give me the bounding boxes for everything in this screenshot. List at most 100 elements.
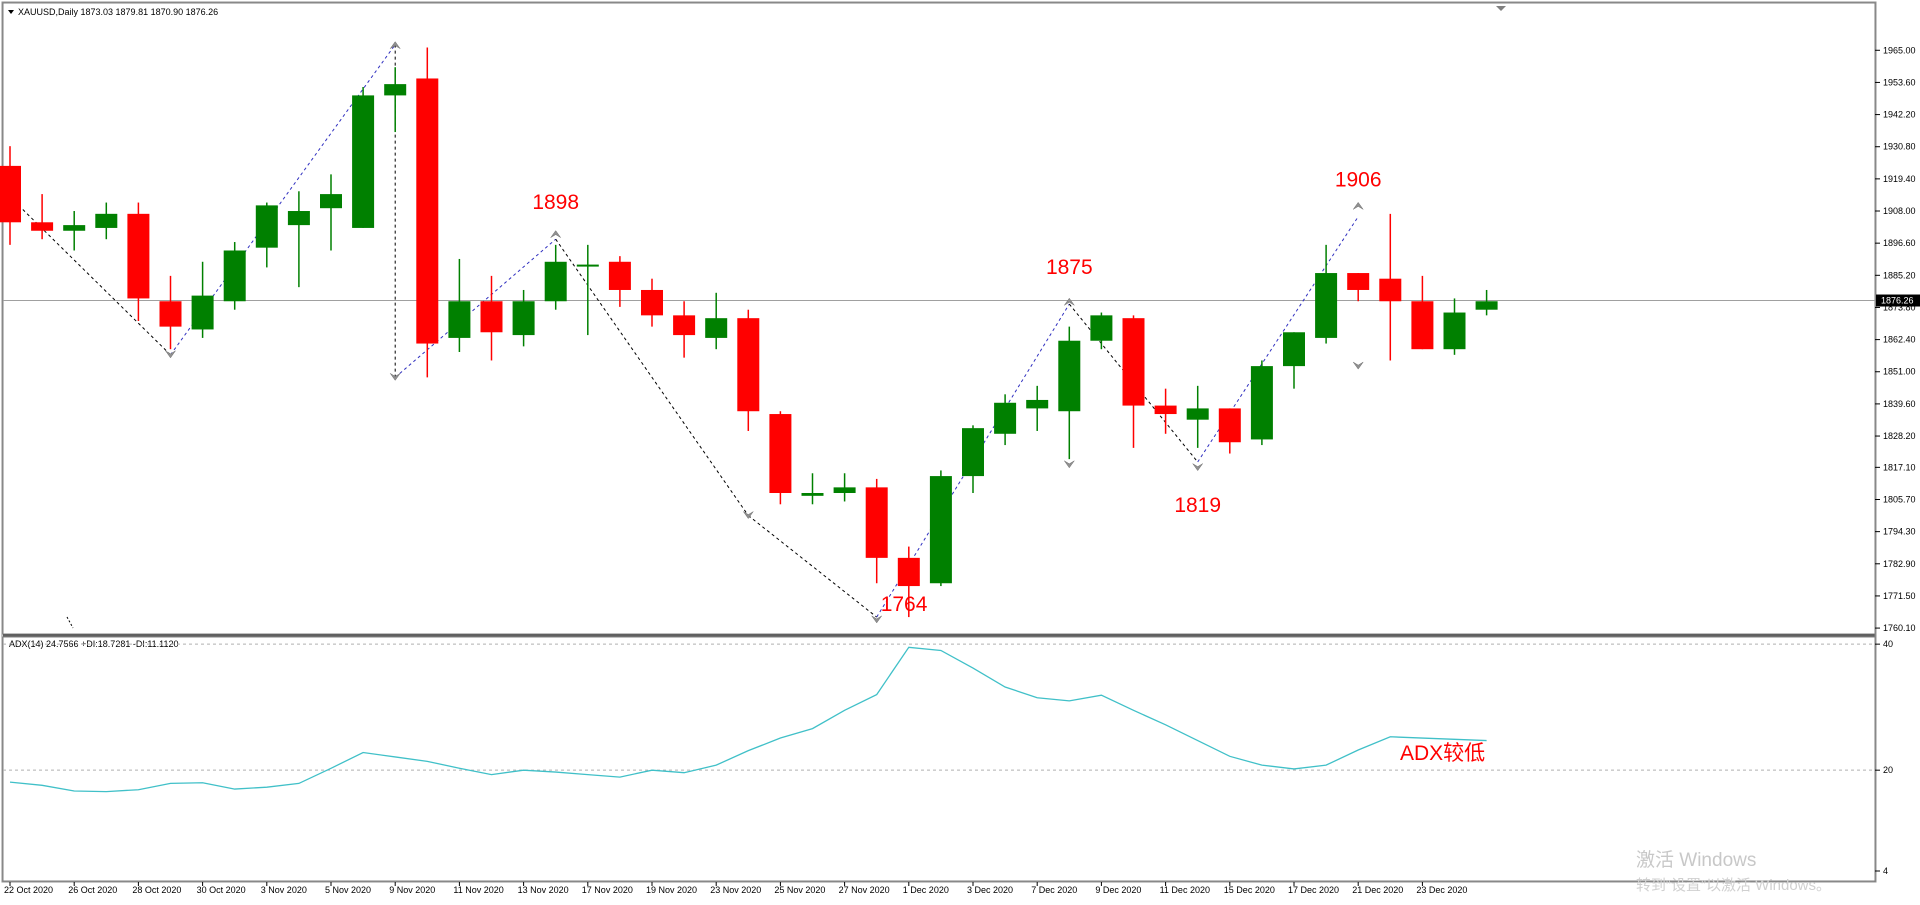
candle-body: [63, 225, 86, 231]
pane-splitter[interactable]: [3, 634, 1875, 637]
adx-pane-content: 40 20 4 ADX较低: [3, 639, 1893, 876]
candle-body: [0, 165, 21, 223]
candle: [801, 473, 824, 505]
candle: [223, 242, 246, 310]
price-tick-label: 1851.00: [1883, 367, 1916, 377]
candle: [1443, 298, 1466, 355]
zigzag-segment: [394, 238, 557, 378]
candle-body: [480, 301, 503, 333]
candle: [384, 67, 407, 133]
dropdown-triangle-icon[interactable]: [8, 10, 14, 14]
candle-body: [1347, 273, 1370, 290]
swing-low-arrow-icon: [743, 511, 754, 519]
candle-body: [544, 261, 567, 302]
candle-body: [287, 211, 310, 226]
price-tick-label: 1828.20: [1883, 431, 1916, 441]
candle-body: [833, 487, 856, 494]
candle: [897, 546, 920, 618]
adx-tick-label: 40: [1883, 639, 1893, 649]
current-price-line: 1876.26: [3, 294, 1920, 307]
price-tick-label: 1873.80: [1883, 302, 1916, 312]
candle: [1058, 326, 1081, 460]
time-tick-label: 13 Nov 2020: [518, 885, 569, 895]
adx-annotation: ADX较低: [1400, 742, 1485, 765]
candle-body: [673, 315, 696, 336]
price-annotation: 1819: [1174, 494, 1221, 517]
price-tick-label: 1919.40: [1883, 174, 1916, 184]
candle: [191, 261, 214, 338]
candle: [737, 309, 760, 431]
time-tick-label: 25 Nov 2020: [774, 885, 825, 895]
price-annotation: 1898: [532, 191, 579, 214]
candle: [31, 194, 54, 240]
candle-body: [705, 318, 728, 338]
candle: [512, 289, 535, 347]
candle: [929, 470, 952, 587]
candle-body: [95, 213, 118, 228]
candle-body: [1283, 332, 1305, 367]
time-tick-label: 27 Nov 2020: [839, 885, 890, 895]
time-tick-label: 3 Dec 2020: [967, 885, 1013, 895]
swing-low-arrow-icon: [1352, 361, 1364, 370]
time-tick-label: 7 Dec 2020: [1031, 885, 1077, 895]
candle-body: [352, 95, 375, 228]
time-tick-label: 17 Nov 2020: [582, 885, 633, 895]
shift-marker-icon[interactable]: [1496, 6, 1506, 11]
time-tick-label: 1 Dec 2020: [903, 885, 949, 895]
candle: [673, 301, 696, 358]
adx-tick-label: 20: [1883, 765, 1893, 775]
candle-body: [1058, 340, 1081, 412]
candle-body: [1250, 366, 1273, 440]
candle-body: [1218, 408, 1241, 443]
time-tick-label: 22 Oct 2020: [4, 885, 53, 895]
candle: [1315, 244, 1338, 344]
price-annotation: 1906: [1335, 169, 1382, 192]
candle-body: [416, 78, 439, 344]
time-tick-label: 23 Nov 2020: [710, 885, 761, 895]
candle: [962, 425, 984, 494]
candle: [287, 191, 310, 288]
price-tick-label: 1862.40: [1883, 335, 1916, 345]
candle: [480, 275, 503, 361]
candle: [1250, 360, 1273, 446]
time-tick-label: 9 Dec 2020: [1095, 885, 1141, 895]
swing-low-arrow-icon: [871, 615, 882, 624]
price-tick-label: 1930.80: [1883, 142, 1916, 152]
current-price-label: 1876.26: [1881, 296, 1914, 306]
time-tick-label: 17 Dec 2020: [1288, 885, 1339, 895]
price-tick-label: 1942.20: [1883, 110, 1916, 120]
candle: [159, 275, 182, 350]
candle: [1026, 385, 1049, 431]
candle: [865, 478, 888, 584]
watermark-line2: 转到“设置”以激活 Windows。: [1636, 877, 1831, 894]
time-tick-label: 26 Oct 2020: [68, 885, 117, 895]
candle-body: [1315, 273, 1338, 338]
candle: [1347, 273, 1370, 302]
candle-body: [737, 318, 760, 412]
price-tick-label: 1839.60: [1883, 399, 1916, 409]
swing-high-arrow-icon: [1064, 297, 1075, 306]
candle: [994, 394, 1017, 446]
swing-high-arrow-icon: [1352, 201, 1364, 210]
candle: [352, 86, 375, 228]
candle-body: [608, 261, 631, 290]
adx-line: [9, 646, 1487, 793]
candle: [705, 292, 728, 350]
price-tick-label: 1817.10: [1883, 462, 1916, 472]
swing-arrows: [165, 41, 1364, 624]
candle: [1154, 388, 1177, 434]
time-axis-labels: 22 Oct 2020 26 Oct 2020 28 Oct 2020 30 Oct …: [4, 882, 1467, 895]
price-tick-label: 1805.70: [1883, 494, 1916, 504]
candle-body: [320, 194, 342, 209]
price-annotations: 1898 1875 1906 1819 1764: [532, 169, 1381, 616]
candle: [1122, 315, 1145, 448]
swing-low-arrow-icon: [1192, 463, 1203, 472]
candle: [416, 47, 439, 378]
candle-body: [865, 487, 888, 558]
candle: [576, 244, 599, 336]
candlestick-series: [0, 47, 1498, 618]
candle-body: [576, 264, 599, 267]
candle: [769, 411, 792, 505]
candle: [608, 256, 631, 307]
